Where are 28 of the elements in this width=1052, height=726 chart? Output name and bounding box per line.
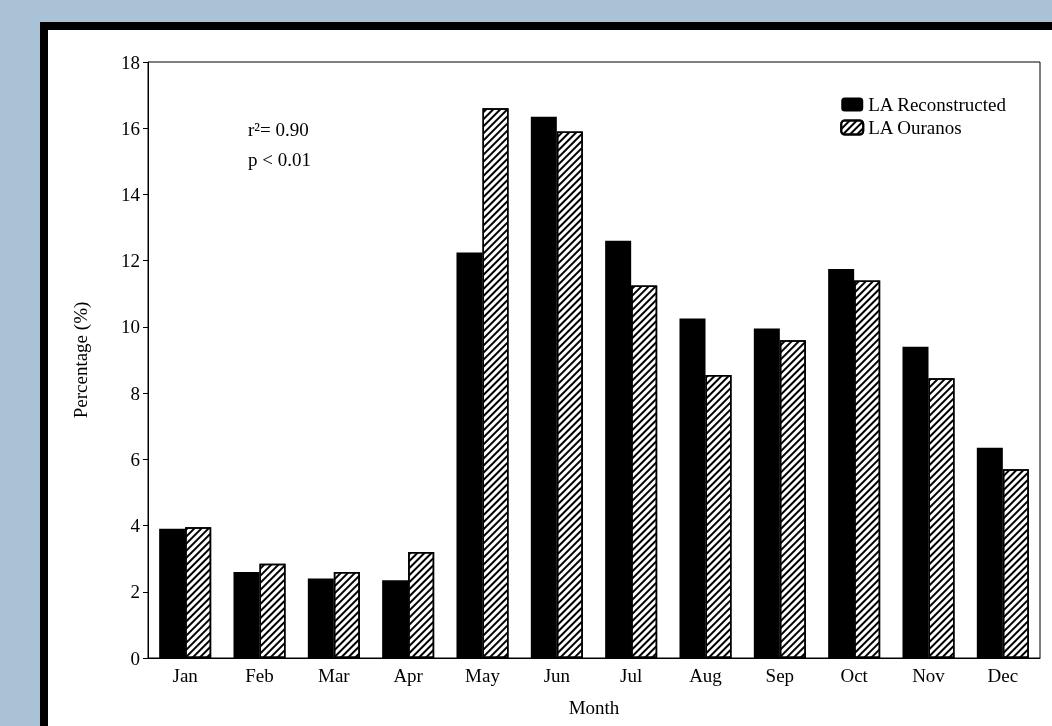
x-tick-label: Jul xyxy=(620,665,643,686)
x-axis-title: Month xyxy=(568,697,620,718)
annotation: r²= 0.90 xyxy=(248,119,309,140)
x-tick-label: Dec xyxy=(987,665,1019,686)
y-tick-label: 14 xyxy=(121,183,141,205)
annotation: p < 0.01 xyxy=(248,149,311,170)
x-tick-label: Mar xyxy=(318,665,351,686)
y-tick-label: 2 xyxy=(130,581,140,603)
x-tick-label: Aug xyxy=(689,665,723,686)
x-tick-label: Oct xyxy=(840,665,869,686)
y-tick-label: 16 xyxy=(121,117,140,139)
y-tick-label: 4 xyxy=(130,515,141,537)
y-tick-label: 18 xyxy=(121,51,140,73)
legend-label: LA Reconstructed xyxy=(868,94,1007,115)
y-tick-label: 12 xyxy=(121,250,140,272)
y-axis-title: Percentage (%) xyxy=(70,301,92,419)
x-tick-label: Jun xyxy=(543,665,571,686)
x-tick-label: Nov xyxy=(912,665,946,686)
y-tick-label: 6 xyxy=(130,448,140,470)
x-tick-label: Apr xyxy=(393,665,424,686)
y-tick-label: 0 xyxy=(130,647,140,669)
x-tick-label: May xyxy=(465,665,501,686)
legend-label: LA Ouranos xyxy=(868,117,962,138)
x-tick-label: Feb xyxy=(245,665,274,686)
x-tick-label: Jan xyxy=(172,665,199,686)
x-tick-label: Sep xyxy=(765,665,795,686)
y-tick-label: 10 xyxy=(121,316,140,338)
y-tick-label: 8 xyxy=(130,382,140,404)
